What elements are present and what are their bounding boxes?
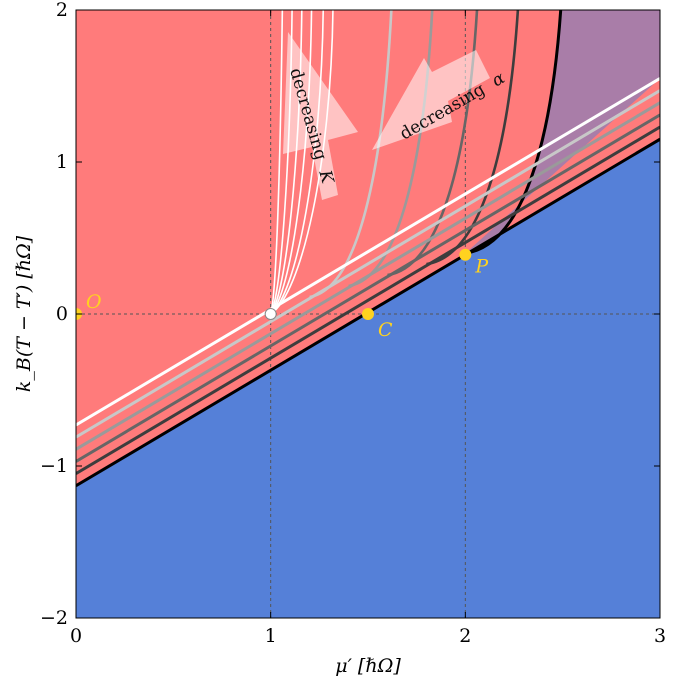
point-o-label: O <box>86 291 102 313</box>
point-p-label: P <box>474 256 489 278</box>
x-axis-ticks: 0 1 2 3 <box>70 10 666 647</box>
guide-lines <box>76 10 660 618</box>
x-tick-label-1: 1 <box>265 625 277 647</box>
k-curve-5 <box>270 10 334 315</box>
point-p-marker <box>459 248 472 261</box>
x-tick-label-0: 0 <box>70 625 82 647</box>
k-curve-0 <box>269 10 284 315</box>
alpha-curve-1 <box>426 10 520 266</box>
k-curve-4 <box>270 10 325 315</box>
y-tick-label-0: 2 <box>56 0 68 21</box>
x-tick-label-2: 2 <box>459 625 471 647</box>
boundary-line-1 <box>76 125 660 475</box>
x-axis-label: μ′ [ℏΩ] <box>335 655 401 677</box>
lower-region <box>76 139 660 618</box>
x-tick-label-3: 3 <box>654 625 666 647</box>
point-c-label: C <box>378 319 393 341</box>
boundary-line-3 <box>76 101 660 451</box>
y-axis-label: k_B(T − T′) [ℏΩ] <box>13 235 35 392</box>
boundary-line-5 <box>76 77 660 427</box>
point-c-marker <box>362 308 374 320</box>
decreasing-k-arrow <box>283 32 358 200</box>
white-point-marker <box>264 308 277 320</box>
boundary-line-2 <box>76 113 660 463</box>
y-tick-label-1: 1 <box>56 151 68 173</box>
decreasing-alpha-arrow <box>372 50 490 150</box>
boundary-line-4 <box>76 89 660 439</box>
plot-area: decreasing K decreasing α OCP <box>76 10 660 618</box>
point-markers: O C P <box>76 248 489 341</box>
overlap-region <box>465 10 660 254</box>
boundary-lines <box>76 77 660 488</box>
y-tick-label-2: 0 <box>56 303 68 325</box>
y-tick-label-4: −2 <box>40 607 68 629</box>
y-axis-ticks: 2 1 0 −1 −2 <box>40 0 660 629</box>
y-tick-label-3: −1 <box>40 455 68 477</box>
